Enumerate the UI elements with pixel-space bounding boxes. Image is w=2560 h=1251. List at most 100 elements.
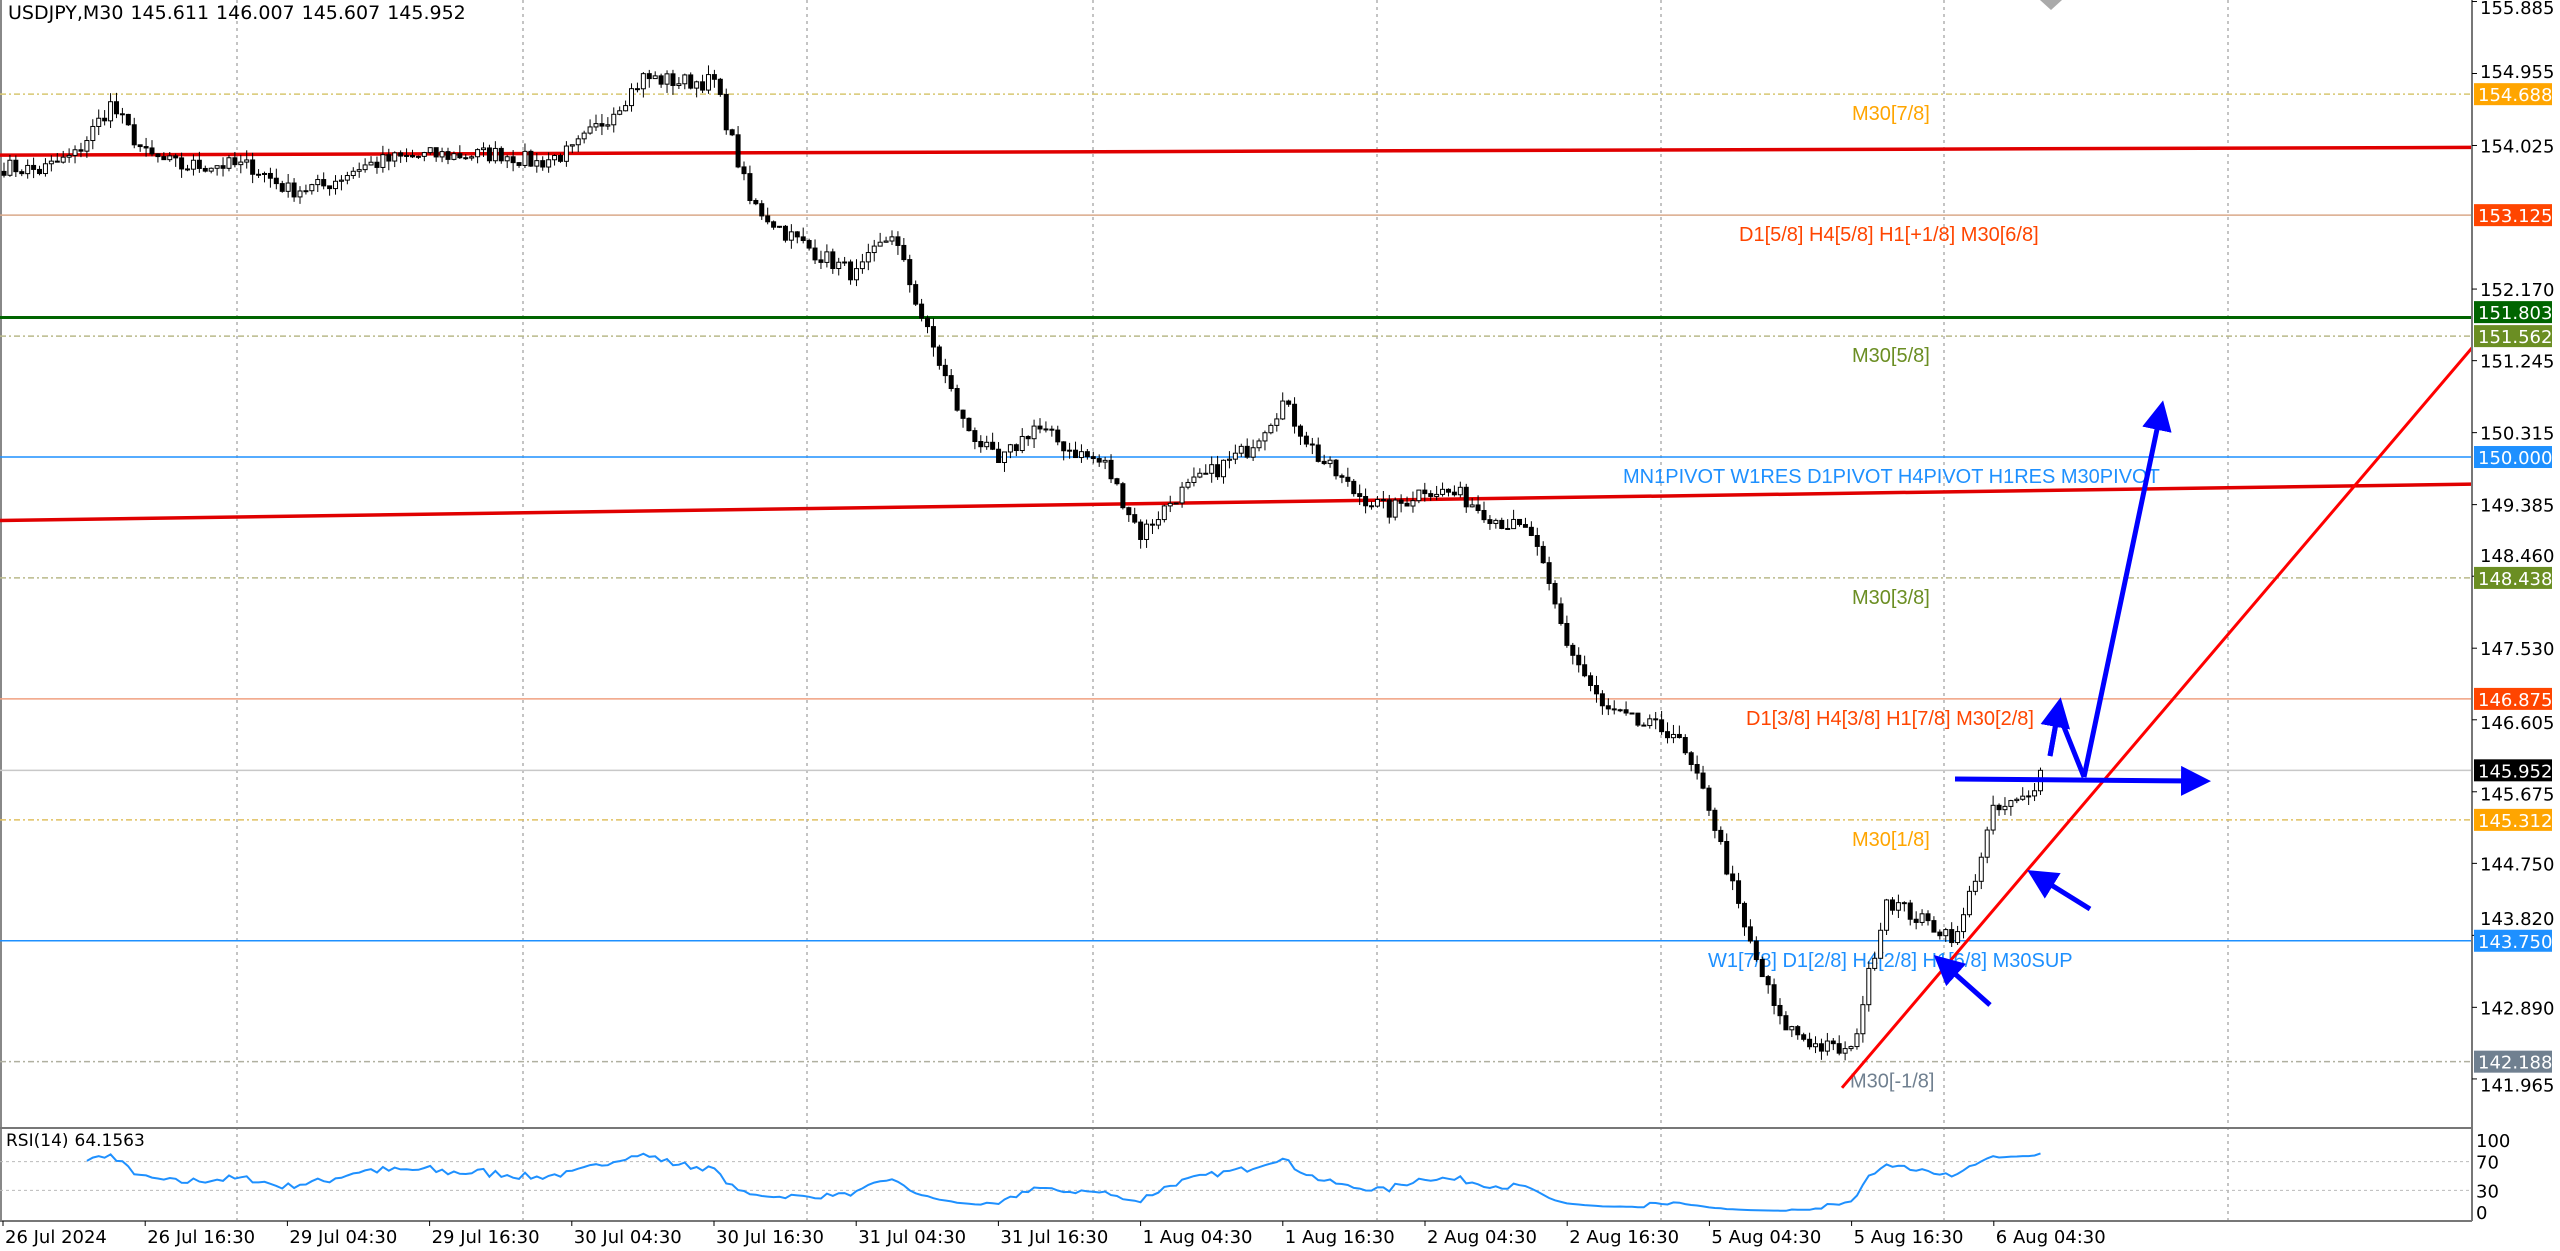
candle xyxy=(1777,998,1783,1025)
candle xyxy=(1327,456,1333,468)
candle-body xyxy=(1866,967,1872,1006)
candle xyxy=(765,207,771,225)
candle-body xyxy=(409,154,415,158)
close-price: 145.952 xyxy=(387,2,466,24)
candle xyxy=(297,186,303,204)
candle-body xyxy=(54,160,60,163)
time-tick-label: 1 Aug 16:30 xyxy=(1285,1227,1395,1248)
candle-body xyxy=(445,151,451,160)
candle xyxy=(1434,485,1440,501)
candle xyxy=(1718,826,1724,845)
candle-body xyxy=(629,88,635,107)
candle xyxy=(859,253,865,274)
candle-body xyxy=(569,144,575,147)
candle-body xyxy=(1682,737,1688,754)
candle-body xyxy=(581,132,587,140)
price-badge: 150.000 xyxy=(2474,446,2552,469)
candle-body xyxy=(13,159,19,173)
candle xyxy=(907,254,913,293)
candle-body xyxy=(1203,472,1209,475)
price-badge-label: 145.312 xyxy=(2478,811,2552,832)
price-badge: 145.312 xyxy=(2474,808,2552,832)
candle-body xyxy=(1860,1004,1866,1035)
candle-body xyxy=(1617,709,1623,712)
candle-body xyxy=(1126,507,1132,516)
candle-body xyxy=(1084,451,1090,458)
candle-body xyxy=(1730,873,1736,882)
candle xyxy=(368,156,374,166)
candle-body xyxy=(996,448,1002,464)
open-price: 145.611 xyxy=(130,2,210,24)
candle xyxy=(137,144,143,152)
candle-body xyxy=(208,167,214,172)
candle xyxy=(682,73,688,90)
candle-body xyxy=(1676,733,1682,739)
price-badge-bg xyxy=(2474,83,2552,106)
candle-body xyxy=(1635,712,1641,726)
candle xyxy=(1972,874,1978,896)
candle xyxy=(457,145,463,160)
candle-body xyxy=(1872,957,1878,969)
candle-body xyxy=(1937,931,1943,937)
candle xyxy=(1753,936,1759,962)
candle xyxy=(1990,795,1996,835)
candle-body xyxy=(759,203,765,217)
candle xyxy=(102,110,108,126)
price-badge: 154.688 xyxy=(2474,83,2552,106)
candle-body xyxy=(1961,914,1967,933)
candle-body xyxy=(202,167,208,172)
candle xyxy=(1937,929,1943,940)
level-label: D1[3/8] H4[3/8] H1[7/8] M30[2/8] xyxy=(1746,708,2034,730)
candle xyxy=(78,142,84,158)
price-badge: 151.803 xyxy=(2474,301,2552,324)
candle-body xyxy=(1889,899,1895,911)
candle xyxy=(1268,423,1274,435)
candle xyxy=(1286,399,1292,407)
level-label: M30[7/8] xyxy=(1852,103,1930,125)
price-tick-label: 154.025 xyxy=(2480,136,2554,157)
candle-body xyxy=(1884,899,1890,931)
candle-body xyxy=(1534,534,1540,547)
candle-body xyxy=(344,175,350,181)
candle-body xyxy=(623,105,629,112)
candle-body xyxy=(1848,1046,1854,1050)
candle-body xyxy=(267,172,273,179)
candle-body xyxy=(338,179,344,182)
candle-body xyxy=(1078,451,1084,459)
candle-body xyxy=(1274,418,1280,426)
candle xyxy=(1611,700,1617,715)
candle-body xyxy=(392,152,398,162)
candle xyxy=(599,114,605,136)
candle xyxy=(481,142,487,158)
candle-body xyxy=(1102,459,1108,463)
pointer-arrow xyxy=(2027,870,2092,912)
candle xyxy=(48,155,54,172)
candle xyxy=(1262,430,1268,451)
candle-body xyxy=(1570,644,1576,656)
candle-body xyxy=(244,159,250,163)
candle xyxy=(1019,428,1025,454)
candle-body xyxy=(954,388,960,411)
candle-body xyxy=(1706,787,1712,811)
candle xyxy=(812,239,818,264)
candle-body xyxy=(2014,798,2020,802)
candle-body xyxy=(930,326,936,348)
candle xyxy=(25,159,31,179)
candle-body xyxy=(1185,481,1191,488)
candle-body xyxy=(818,259,824,263)
chart-header: USDJPY,M30 145.611 146.007 145.607 145.952 xyxy=(8,2,473,24)
candle-body xyxy=(261,172,267,175)
price-tick-label: 150.315 xyxy=(2480,424,2554,445)
candle xyxy=(1374,496,1380,508)
time-tick-label: 2 Aug 04:30 xyxy=(1427,1227,1537,1248)
candle xyxy=(782,224,788,243)
candle-body xyxy=(96,117,102,127)
candle-body xyxy=(427,147,433,154)
candle xyxy=(735,126,741,169)
candle-body xyxy=(1398,499,1404,504)
candle-body xyxy=(119,113,125,116)
candle-body xyxy=(1925,913,1931,922)
candle xyxy=(173,153,179,167)
candle xyxy=(1031,419,1037,448)
